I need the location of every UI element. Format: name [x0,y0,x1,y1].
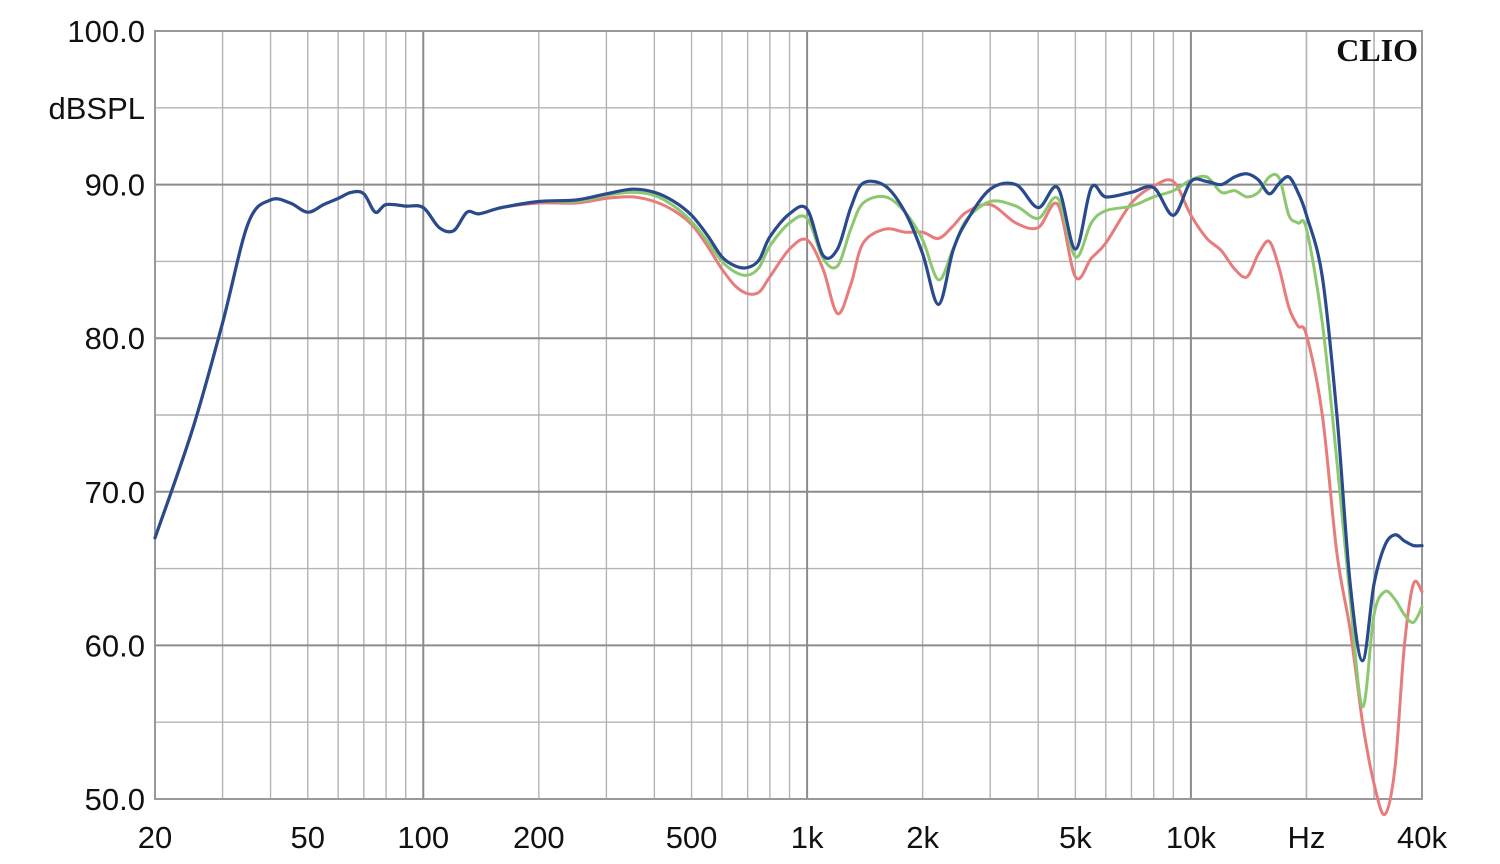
x-tick-label-5k: 5k [1059,820,1092,855]
y-tick-label-90: 90.0 [85,168,145,203]
x-tick-label-2k: 2k [906,820,939,855]
x-tick-label-200: 200 [513,820,565,855]
y-tick-label-80: 80.0 [85,321,145,356]
series-line-2 [153,172,1424,709]
y-tick-labels: 100.0 90.0 80.0 70.0 60.0 50.0 [67,14,145,817]
x-tick-label-500: 500 [666,820,718,855]
y-axis-unit-label: dBSPL [48,91,145,126]
x-tick-label-50: 50 [290,820,324,855]
x-tick-label-20: 20 [138,820,172,855]
series-line-3 [153,172,1424,663]
minor-gridlines [154,31,1423,799]
clio-brand-mark: CLIO [1336,32,1418,68]
x-tick-label-10k: 10k [1166,820,1216,855]
x-tick-label-40k: 40k [1397,820,1447,855]
x-tick-label-1k: 1k [791,820,824,855]
series-line-1 [153,178,1424,816]
x-axis-unit-label: Hz [1288,820,1326,855]
plot-frame [154,30,1423,800]
series-layer [153,172,1424,816]
x-tick-labels: 20 50 100 200 500 1k 2k 5k 10k 40k [138,820,1448,855]
y-tick-label-70: 70.0 [85,475,145,510]
y-tick-label-100: 100.0 [67,14,145,49]
x-tick-label-100: 100 [397,820,449,855]
y-tick-label-60: 60.0 [85,628,145,663]
y-tick-label-50: 50.0 [85,782,145,817]
